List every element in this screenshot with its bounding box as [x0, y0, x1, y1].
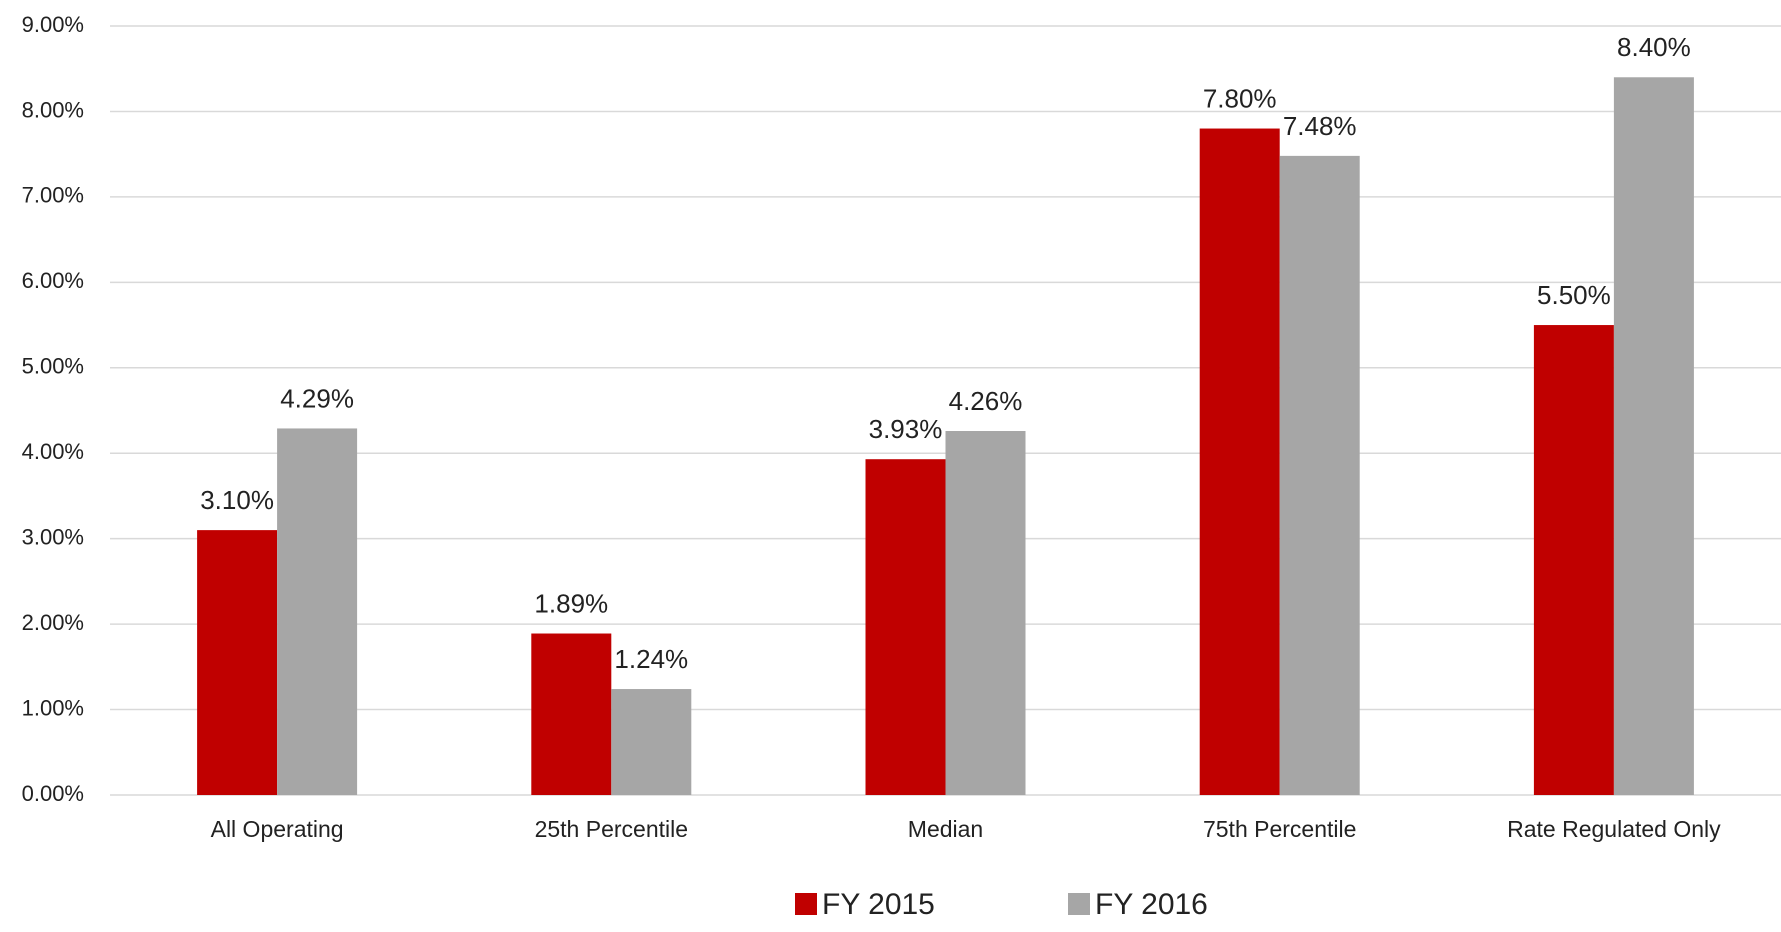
- data-label: 5.50%: [1537, 280, 1611, 310]
- bar: [865, 459, 946, 795]
- data-label: 3.93%: [869, 414, 943, 444]
- legend-label: FY 2016: [1095, 888, 1208, 921]
- x-tick-label: All Operating: [211, 816, 344, 842]
- data-label: 7.48%: [1283, 111, 1357, 141]
- x-tick-label: Median: [908, 816, 983, 842]
- data-label: 8.40%: [1617, 32, 1691, 62]
- x-tick-label: 75th Percentile: [1203, 816, 1356, 842]
- bar: [1199, 128, 1280, 796]
- data-label: 1.89%: [534, 588, 608, 618]
- x-tick-label: Rate Regulated Only: [1507, 816, 1721, 842]
- legend-swatch: [795, 893, 817, 915]
- bar: [277, 428, 358, 795]
- legend-swatch: [1068, 893, 1090, 915]
- bar: [1613, 77, 1694, 796]
- bar: [945, 431, 1026, 795]
- y-tick-label: 5.00%: [22, 354, 84, 379]
- bar: [531, 633, 612, 795]
- y-tick-label: 6.00%: [22, 268, 84, 293]
- x-tick-label: 25th Percentile: [535, 816, 688, 842]
- data-label: 7.80%: [1203, 83, 1277, 113]
- y-tick-label: 0.00%: [22, 781, 84, 806]
- bar: [1533, 325, 1614, 795]
- y-tick-label: 4.00%: [22, 439, 84, 464]
- data-label: 4.29%: [280, 383, 354, 413]
- y-tick-label: 7.00%: [22, 183, 84, 208]
- y-tick-label: 1.00%: [22, 695, 84, 720]
- data-label: 3.10%: [200, 485, 274, 515]
- y-tick-label: 2.00%: [22, 610, 84, 635]
- data-label: 4.26%: [949, 386, 1023, 416]
- bar: [1279, 155, 1360, 795]
- y-tick-label: 9.00%: [22, 12, 84, 37]
- bar: [197, 530, 278, 795]
- y-tick-label: 8.00%: [22, 97, 84, 122]
- y-tick-label: 3.00%: [22, 524, 84, 549]
- data-label: 1.24%: [614, 644, 688, 674]
- bar: [611, 689, 692, 795]
- legend-label: FY 2015: [822, 888, 935, 921]
